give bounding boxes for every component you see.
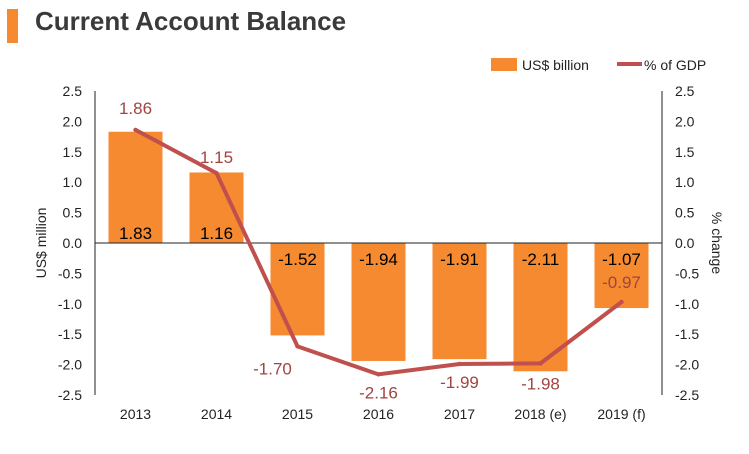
chart-title: Current Account Balance bbox=[35, 6, 347, 36]
title-accent-bar bbox=[7, 9, 18, 43]
line-data-label: -0.97 bbox=[602, 273, 641, 292]
line-data-label: -1.98 bbox=[521, 374, 560, 393]
legend-line-label: % of GDP bbox=[644, 57, 706, 73]
y2-tick-label: 2.5 bbox=[675, 83, 695, 99]
y-tick-label: 0.5 bbox=[63, 205, 83, 221]
y2-tick-label: 1.0 bbox=[675, 174, 695, 190]
bar-data-label: -1.91 bbox=[440, 250, 479, 269]
legend-bar-label: US$ billion bbox=[522, 57, 589, 73]
y-tick-label: 2.0 bbox=[63, 113, 83, 129]
line-data-label: 1.15 bbox=[200, 148, 233, 167]
line-data-label: 1.86 bbox=[119, 99, 152, 118]
y2-tick-label: 1.5 bbox=[675, 144, 695, 160]
y2-axis-label: % change bbox=[709, 212, 725, 274]
y2-tick-label: -2.0 bbox=[675, 357, 699, 373]
bar bbox=[594, 243, 649, 309]
x-tick-label: 2019 (f) bbox=[597, 406, 645, 422]
line-data-label: -1.99 bbox=[440, 373, 479, 392]
y2-tick-label: 0.5 bbox=[675, 205, 695, 221]
y-tick-label: -1.5 bbox=[58, 326, 82, 342]
line-data-label: -2.16 bbox=[359, 383, 398, 402]
line-point bbox=[133, 127, 138, 133]
bar-data-label: -1.07 bbox=[602, 250, 641, 269]
x-tick-label: 2017 bbox=[444, 406, 475, 422]
line-data-label: -1.70 bbox=[253, 359, 292, 378]
plot-area: 2.5 2.5 2.0 2.0 1.5 1.5 1.0 1.0 0.5 0.5 0.0 0.0 -0.5… bbox=[58, 83, 699, 422]
bar bbox=[108, 131, 163, 243]
x-tick-label: 2015 bbox=[282, 406, 313, 422]
bar-data-label: -1.94 bbox=[359, 250, 398, 269]
x-tick-label: 2016 bbox=[363, 406, 394, 422]
bar bbox=[351, 243, 406, 361]
line-point bbox=[376, 372, 381, 377]
bar bbox=[270, 243, 325, 336]
y-tick-label: -1.0 bbox=[58, 296, 82, 312]
y2-tick-label: -2.5 bbox=[675, 387, 699, 403]
y-tick-label: 0.0 bbox=[63, 235, 83, 251]
y-tick-label: 1.5 bbox=[63, 144, 83, 160]
line-point bbox=[214, 170, 219, 176]
bar-data-label: 1.83 bbox=[119, 224, 152, 243]
y-tick-label: -2.5 bbox=[58, 387, 82, 403]
y-tick-label: 1.0 bbox=[63, 174, 83, 190]
y2-tick-label: -1.0 bbox=[675, 296, 699, 312]
bar bbox=[432, 243, 487, 360]
line-point bbox=[295, 344, 300, 349]
bar-data-label: -2.11 bbox=[522, 250, 560, 269]
y-tick-label: -2.0 bbox=[58, 357, 82, 373]
line-point bbox=[457, 361, 462, 367]
y2-tick-label: 0.0 bbox=[675, 235, 695, 251]
x-tick-label: 2014 bbox=[201, 406, 232, 422]
y2-tick-label: -1.5 bbox=[675, 326, 699, 342]
legend-bar-swatch bbox=[491, 58, 517, 71]
bar-data-label: -1.52 bbox=[278, 250, 317, 269]
y2-tick-label: 2.0 bbox=[675, 113, 695, 129]
line-point bbox=[538, 361, 543, 366]
y2-tick-label: -0.5 bbox=[675, 265, 699, 281]
x-tick-label: 2018 (e) bbox=[514, 406, 566, 422]
y-tick-label: -0.5 bbox=[58, 265, 82, 281]
y-tick-label: 2.5 bbox=[63, 83, 83, 99]
x-tick-label: 2013 bbox=[120, 406, 151, 422]
y-axis-label: US$ million bbox=[33, 208, 49, 279]
legend: US$ billion % of GDP bbox=[491, 57, 706, 73]
line-point bbox=[619, 299, 624, 305]
bar-data-label: 1.16 bbox=[200, 224, 233, 243]
